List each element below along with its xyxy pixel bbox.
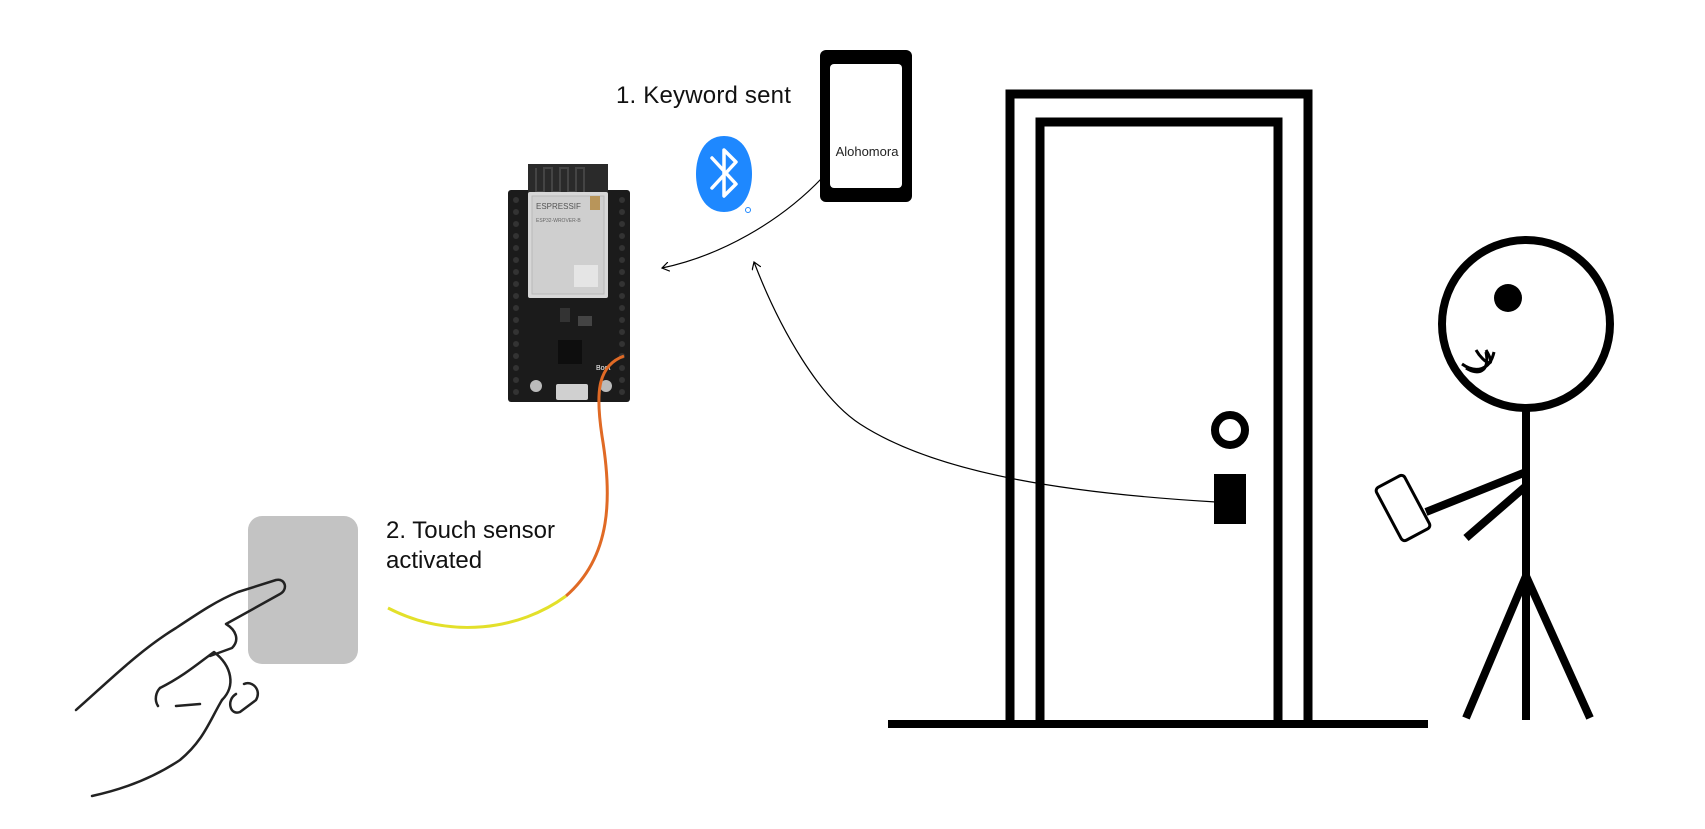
board-brand-text: ESPRESSIF (536, 202, 581, 211)
smartphone-icon (820, 50, 912, 202)
bluetooth-icon (696, 136, 752, 213)
held-phone-icon (1374, 473, 1432, 543)
step1-label: 1. Keyword sent (616, 82, 792, 109)
board-module-text: ESP32-WROVER-B (536, 218, 581, 224)
yellow-wire (387, 594, 567, 629)
step2-line2: activated (386, 547, 483, 574)
figure-smile (1465, 351, 1489, 374)
phone-keyword-text: Alohomora (835, 144, 899, 159)
step2-label: 2. Touch sensor activated (386, 516, 555, 576)
door-lock (1214, 474, 1246, 524)
board-boot-label: Boot (596, 365, 610, 372)
esp32-board-icon: ESPRESSIF ESP32-WROVER-B Boot (508, 164, 630, 402)
lock-to-board-arrow (754, 262, 1217, 503)
stick-figure-icon (1424, 236, 1614, 720)
orange-wire (565, 354, 625, 598)
touch-pad (248, 516, 358, 664)
step2-line1: 2. Touch sensor (386, 517, 555, 544)
phone-to-board-arrow (662, 177, 823, 268)
pointing-hand-icon (74, 578, 287, 798)
door-icon (1005, 89, 1313, 722)
figure-eye (1494, 284, 1522, 312)
door-knob (1211, 411, 1249, 449)
